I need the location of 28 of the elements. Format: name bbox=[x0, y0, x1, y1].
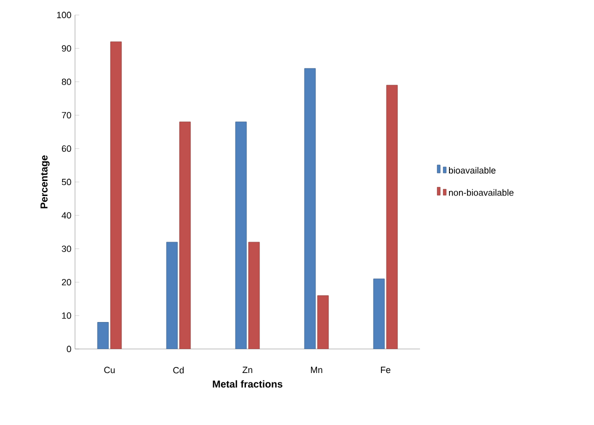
y-tick-label: 80 bbox=[62, 78, 72, 85]
legend-label: non-bioavailable bbox=[448, 189, 514, 196]
y-tick-label: 20 bbox=[62, 278, 72, 286]
bar bbox=[386, 84, 398, 349]
bar bbox=[248, 242, 260, 349]
x-tick-label: Mn bbox=[310, 366, 322, 373]
y-axis-title: Percentage bbox=[40, 155, 50, 208]
x-tick-label: Zn bbox=[242, 366, 252, 373]
legend-label: bioavailable bbox=[448, 166, 496, 174]
y-tick-label: 70 bbox=[62, 112, 72, 118]
bar bbox=[373, 278, 385, 349]
bar bbox=[179, 122, 191, 349]
y-tick-label: 30 bbox=[62, 246, 72, 252]
bar bbox=[304, 68, 316, 349]
bar bbox=[110, 42, 122, 349]
y-tick-label: 0 bbox=[66, 346, 72, 352]
y-tick-label: 100 bbox=[57, 12, 72, 18]
x-tick-label: Fe bbox=[380, 366, 390, 374]
bar bbox=[235, 122, 247, 349]
x-tick-label: Cd bbox=[173, 366, 184, 374]
y-tick-label: 40 bbox=[62, 212, 72, 219]
y-tick-label: 50 bbox=[62, 178, 72, 186]
x-tick-label: Cu bbox=[104, 366, 115, 374]
y-tick-label: 60 bbox=[62, 145, 72, 152]
x-axis-title: Metal fractions bbox=[212, 380, 282, 388]
bar bbox=[166, 242, 178, 349]
y-tick-label: 10 bbox=[62, 312, 72, 319]
y-tick-label: 90 bbox=[62, 45, 72, 52]
